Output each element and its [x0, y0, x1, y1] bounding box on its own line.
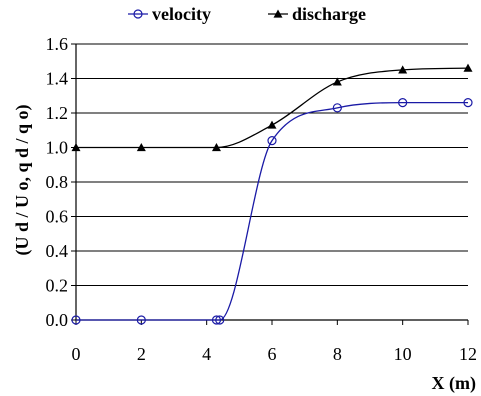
- x-tick-label: 0: [72, 344, 81, 364]
- y-tick-label: 0.8: [46, 172, 69, 192]
- legend-marker: [273, 9, 283, 18]
- x-tick-label: 12: [459, 344, 477, 364]
- series-group: [71, 63, 473, 325]
- velocity-point: [267, 136, 277, 146]
- velocity-point: [332, 103, 342, 113]
- y-tick-label: 0.4: [46, 241, 69, 261]
- y-tick-label: 1.2: [46, 103, 69, 123]
- x-axis-label: X (m): [432, 373, 476, 394]
- discharge-line: [76, 67, 469, 149]
- discharge-point: [71, 143, 81, 152]
- legend: velocity discharge: [128, 4, 366, 24]
- x-tick-label: 8: [333, 344, 342, 364]
- y-tick-label: 0.2: [46, 276, 69, 296]
- discharge-point: [136, 143, 146, 152]
- velocity-point: [136, 315, 146, 325]
- legend-marker: [133, 9, 143, 19]
- velocity-point: [71, 315, 81, 325]
- legend-entry-discharge: discharge: [268, 4, 366, 24]
- velocity-point: [398, 98, 408, 108]
- y-tick-label: 1.0: [46, 138, 69, 158]
- discharge-point: [211, 143, 221, 152]
- y-tick-labels: 0.0 0.2 0.4 0.6 0.8 1.0 1.2 1.4 1.6: [46, 34, 69, 330]
- legend-entry-velocity: velocity: [128, 4, 211, 24]
- y-axis-label: (U d / U o, q d / q o): [12, 104, 33, 255]
- y-tick-label: 1.4: [46, 69, 69, 89]
- discharge-point: [332, 77, 342, 86]
- discharge-point: [267, 120, 277, 129]
- discharge-point: [398, 65, 408, 74]
- gridlines: [76, 43, 468, 286]
- x-tick-label: 2: [137, 344, 146, 364]
- velocity-point: [215, 315, 225, 325]
- legend-label: velocity: [152, 4, 211, 24]
- x-tick-labels: 0 2 4 6 8 10 12: [72, 344, 478, 364]
- discharge-point: [463, 63, 473, 72]
- y-tick-label: 0.6: [46, 207, 69, 227]
- velocity-point: [463, 98, 473, 108]
- x-tick-label: 10: [394, 344, 412, 364]
- y-tick-label: 1.6: [46, 34, 69, 54]
- velocity-point: [211, 315, 222, 325]
- legend-label: discharge: [292, 4, 366, 24]
- x-tick-label: 4: [202, 344, 211, 364]
- velocity-line: [75, 101, 468, 321]
- x-tick-label: 6: [268, 344, 277, 364]
- y-tick-label: 0.0: [46, 310, 69, 330]
- series-discharge: [71, 63, 473, 152]
- series-velocity: [71, 98, 473, 325]
- axes: [71, 43, 469, 325]
